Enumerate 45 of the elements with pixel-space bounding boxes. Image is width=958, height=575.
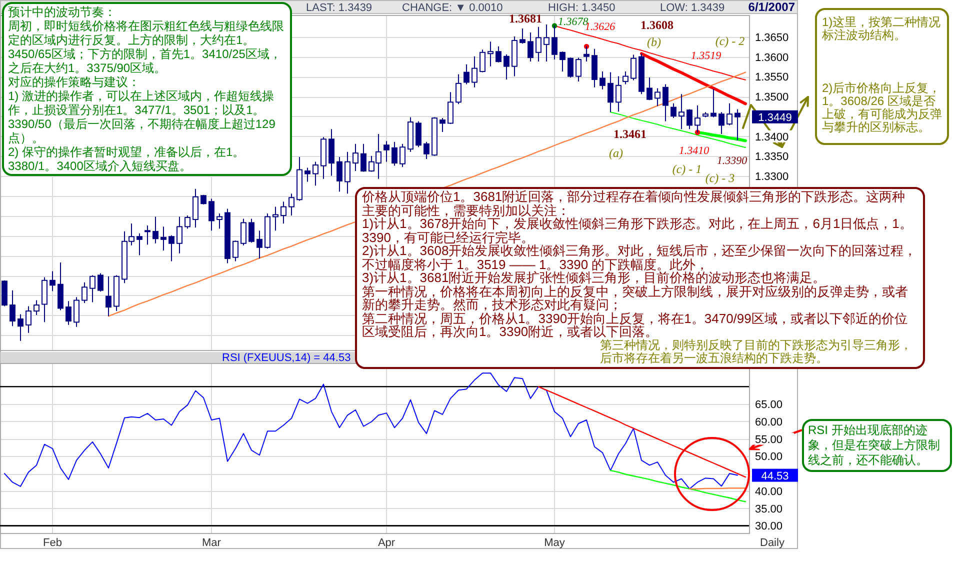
y-tick-label: 40.00	[755, 486, 783, 498]
y-tick-label: 1.3350	[755, 151, 789, 164]
annotation: (c) - 3	[705, 171, 735, 185]
annotation: 1.3681	[509, 12, 542, 26]
annotation: 1) 激进的操作者，可以在上述区域内，作超短线操作，止损设置分别在1。3477/1。3501；以及1。3390/50（最后一次回落，不期待在幅度上超过129点）。	[8, 89, 276, 145]
annotation: 预计中的波动节奏：	[8, 5, 117, 19]
text: CHANGE: ▼ 0.0010	[402, 2, 503, 14]
annotation: (b)	[647, 35, 661, 49]
y-tick-label: 35.00	[755, 503, 783, 516]
text: LAST: 1.3439	[306, 2, 372, 14]
annotation: (c) - 1	[672, 162, 702, 176]
annotation: 1.3390	[716, 155, 748, 167]
y-tick-label: 1.3650	[755, 32, 789, 44]
annotation: (c) - 2	[715, 34, 745, 48]
y-tick-label: 1.3600	[755, 52, 789, 64]
annotation: 1.3608	[640, 18, 674, 32]
chart-title: RSI (FXEUUS,14) = 44.53	[222, 352, 351, 364]
annotation: 1.3519	[690, 50, 722, 62]
y-tick-label: 1.3550	[755, 72, 789, 84]
text: 44.53	[761, 470, 789, 482]
y-tick-label: 60.00	[755, 416, 783, 428]
annotation: 周初，即时短线价格将在图示粗红色线与粗绿色线限定的区域内进行反复。上方的限制，大约在1。3450/65区域；下方的限制，首先1。3410/25区域，之后在大约1。3375/90区域。	[8, 19, 285, 75]
annotation: 1.3461	[614, 127, 646, 141]
x-tick-label: Feb	[43, 537, 62, 549]
text: LOW: 1.3439	[660, 2, 725, 14]
y-tick-label: 1.3400	[755, 131, 789, 144]
x-tick-label: May	[544, 537, 566, 549]
text: 1.3449	[758, 112, 792, 124]
y-tick-label: 65.00	[755, 399, 783, 412]
annotation: (a)	[609, 146, 623, 160]
y-tick-label: 1.3500	[755, 92, 789, 104]
y-tick-label: 50.00	[755, 451, 783, 464]
note: 1)这里，按第二种情况标注波动结构。 2)后市价格向上反复，1。3608/26 区域是否上破，有可能成为反弹与攀升的区别标志。	[815, 8, 949, 145]
annotation: 2) 保守的操作者暂时观望，准备以后，在1。3380/1。3400区域介入短线买盘。	[8, 145, 246, 173]
x-tick-label: Apr	[378, 537, 396, 549]
y-tick-label: 30.00	[755, 520, 783, 533]
y-tick-label: 1.3300	[755, 171, 789, 184]
text: 6/1/2007	[748, 0, 796, 14]
y-tick-label: 55.00	[755, 434, 783, 446]
note: RSI 开始出现底部的迹象，但是在突破上方限制线之前，还不能确认。	[802, 419, 952, 472]
x-tick-label: Mar	[202, 537, 222, 549]
annotation: 对应的操作策略与建议：	[8, 75, 141, 89]
x-axis-title: Daily	[760, 537, 785, 549]
annotation: 1.3410	[678, 145, 710, 157]
text: HIGH: 1.3450	[548, 2, 616, 14]
